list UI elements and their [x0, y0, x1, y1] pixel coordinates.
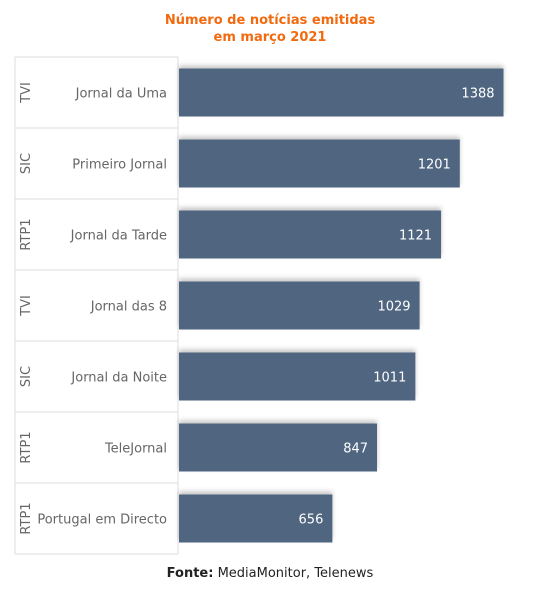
data-label-3: 1121 — [399, 229, 432, 244]
data-label-6: 847 — [343, 442, 368, 457]
bar-6 — [179, 423, 378, 472]
bar-4 — [179, 281, 420, 330]
group-label-3: RTP1 — [19, 218, 34, 250]
category-label-3: Jornal da Tarde — [70, 229, 167, 244]
data-label-7: 656 — [299, 513, 324, 528]
bar-1 — [179, 68, 504, 117]
data-label-5: 1011 — [373, 371, 406, 386]
chart-title-line-1: Número de notícias emitidas — [164, 13, 376, 28]
labels-group: 1388 Jornal da Uma TVI 1201 Primeiro Jornal S… — [19, 82, 495, 534]
group-label-6: RTP1 — [19, 431, 34, 463]
category-label-2: Primeiro Jornal — [72, 158, 167, 173]
category-label-7: Portugal em Directo — [37, 513, 167, 528]
source-note: Fonte: MediaMonitor, Telenews — [0, 566, 540, 581]
bar-5 — [179, 352, 416, 401]
source-text: MediaMonitor, Telenews — [217, 566, 374, 581]
group-label-4: TVI — [19, 295, 34, 317]
category-label-5: Jornal da Noite — [70, 371, 167, 386]
bar-7 — [179, 494, 333, 543]
bar-3 — [179, 210, 442, 259]
group-label-7: RTP1 — [19, 502, 34, 534]
group-label-5: SIC — [19, 366, 34, 387]
table-grid — [14, 56, 179, 555]
category-label-6: TeleJornal — [104, 442, 167, 457]
data-label-4: 1029 — [377, 300, 410, 315]
group-label-2: SIC — [19, 153, 34, 174]
bar-chart: 1388 Jornal da Uma TVI 1201 Primeiro Jornal S… — [14, 56, 504, 555]
source-label: Fonte: — [166, 566, 214, 581]
group-label-1: TVI — [19, 82, 34, 104]
chart-title-line-2: em março 2021 — [213, 30, 327, 45]
category-label-4: Jornal das 8 — [90, 300, 167, 315]
data-label-1: 1388 — [461, 87, 494, 102]
chart-title: Número de notícias emitidas em março 202… — [0, 12, 540, 46]
bars-group — [179, 68, 504, 543]
data-label-2: 1201 — [418, 158, 451, 173]
bar-2 — [179, 139, 460, 188]
category-label-1: Jornal da Uma — [75, 87, 167, 102]
